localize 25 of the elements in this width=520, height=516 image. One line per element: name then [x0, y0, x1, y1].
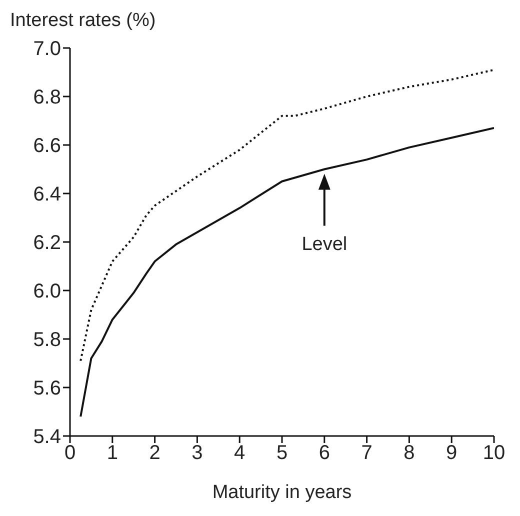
- annotation: Level: [302, 234, 348, 255]
- x-tick-label: 3: [192, 442, 203, 464]
- x-tick-label: 5: [276, 442, 288, 464]
- x-tick-label: 0: [64, 442, 76, 464]
- y-tick-label: 7.0: [33, 38, 61, 60]
- line-series: [80, 127, 494, 418]
- x-tick-label: 4: [234, 442, 246, 464]
- y-tick-label: 6.0: [33, 280, 61, 303]
- y-tick-label: 6.6: [33, 135, 61, 158]
- x-tick-label: 1: [106, 442, 118, 464]
- y-axis-title: Interest rates (%): [10, 10, 156, 32]
- x-tick-label: 8: [404, 442, 415, 464]
- x-tick-label: 6: [318, 442, 330, 464]
- y-tick-label: 6.8: [33, 86, 61, 109]
- x-axis-title: Maturity in years: [212, 482, 352, 503]
- x-tick-label: 7: [361, 442, 372, 464]
- y-tick-label: 5.4: [33, 426, 61, 448]
- y-tick-label: 6.2: [33, 232, 61, 254]
- y-tick-label: 5.8: [33, 329, 61, 352]
- x-tick-label: 2: [149, 442, 160, 464]
- x-tick-label: 10: [482, 442, 506, 464]
- x-tick-label: 9: [446, 442, 458, 464]
- line-series: [80, 68, 494, 362]
- y-tick-label: 6.4: [33, 184, 61, 206]
- y-tick-label: 5.6: [33, 378, 61, 400]
